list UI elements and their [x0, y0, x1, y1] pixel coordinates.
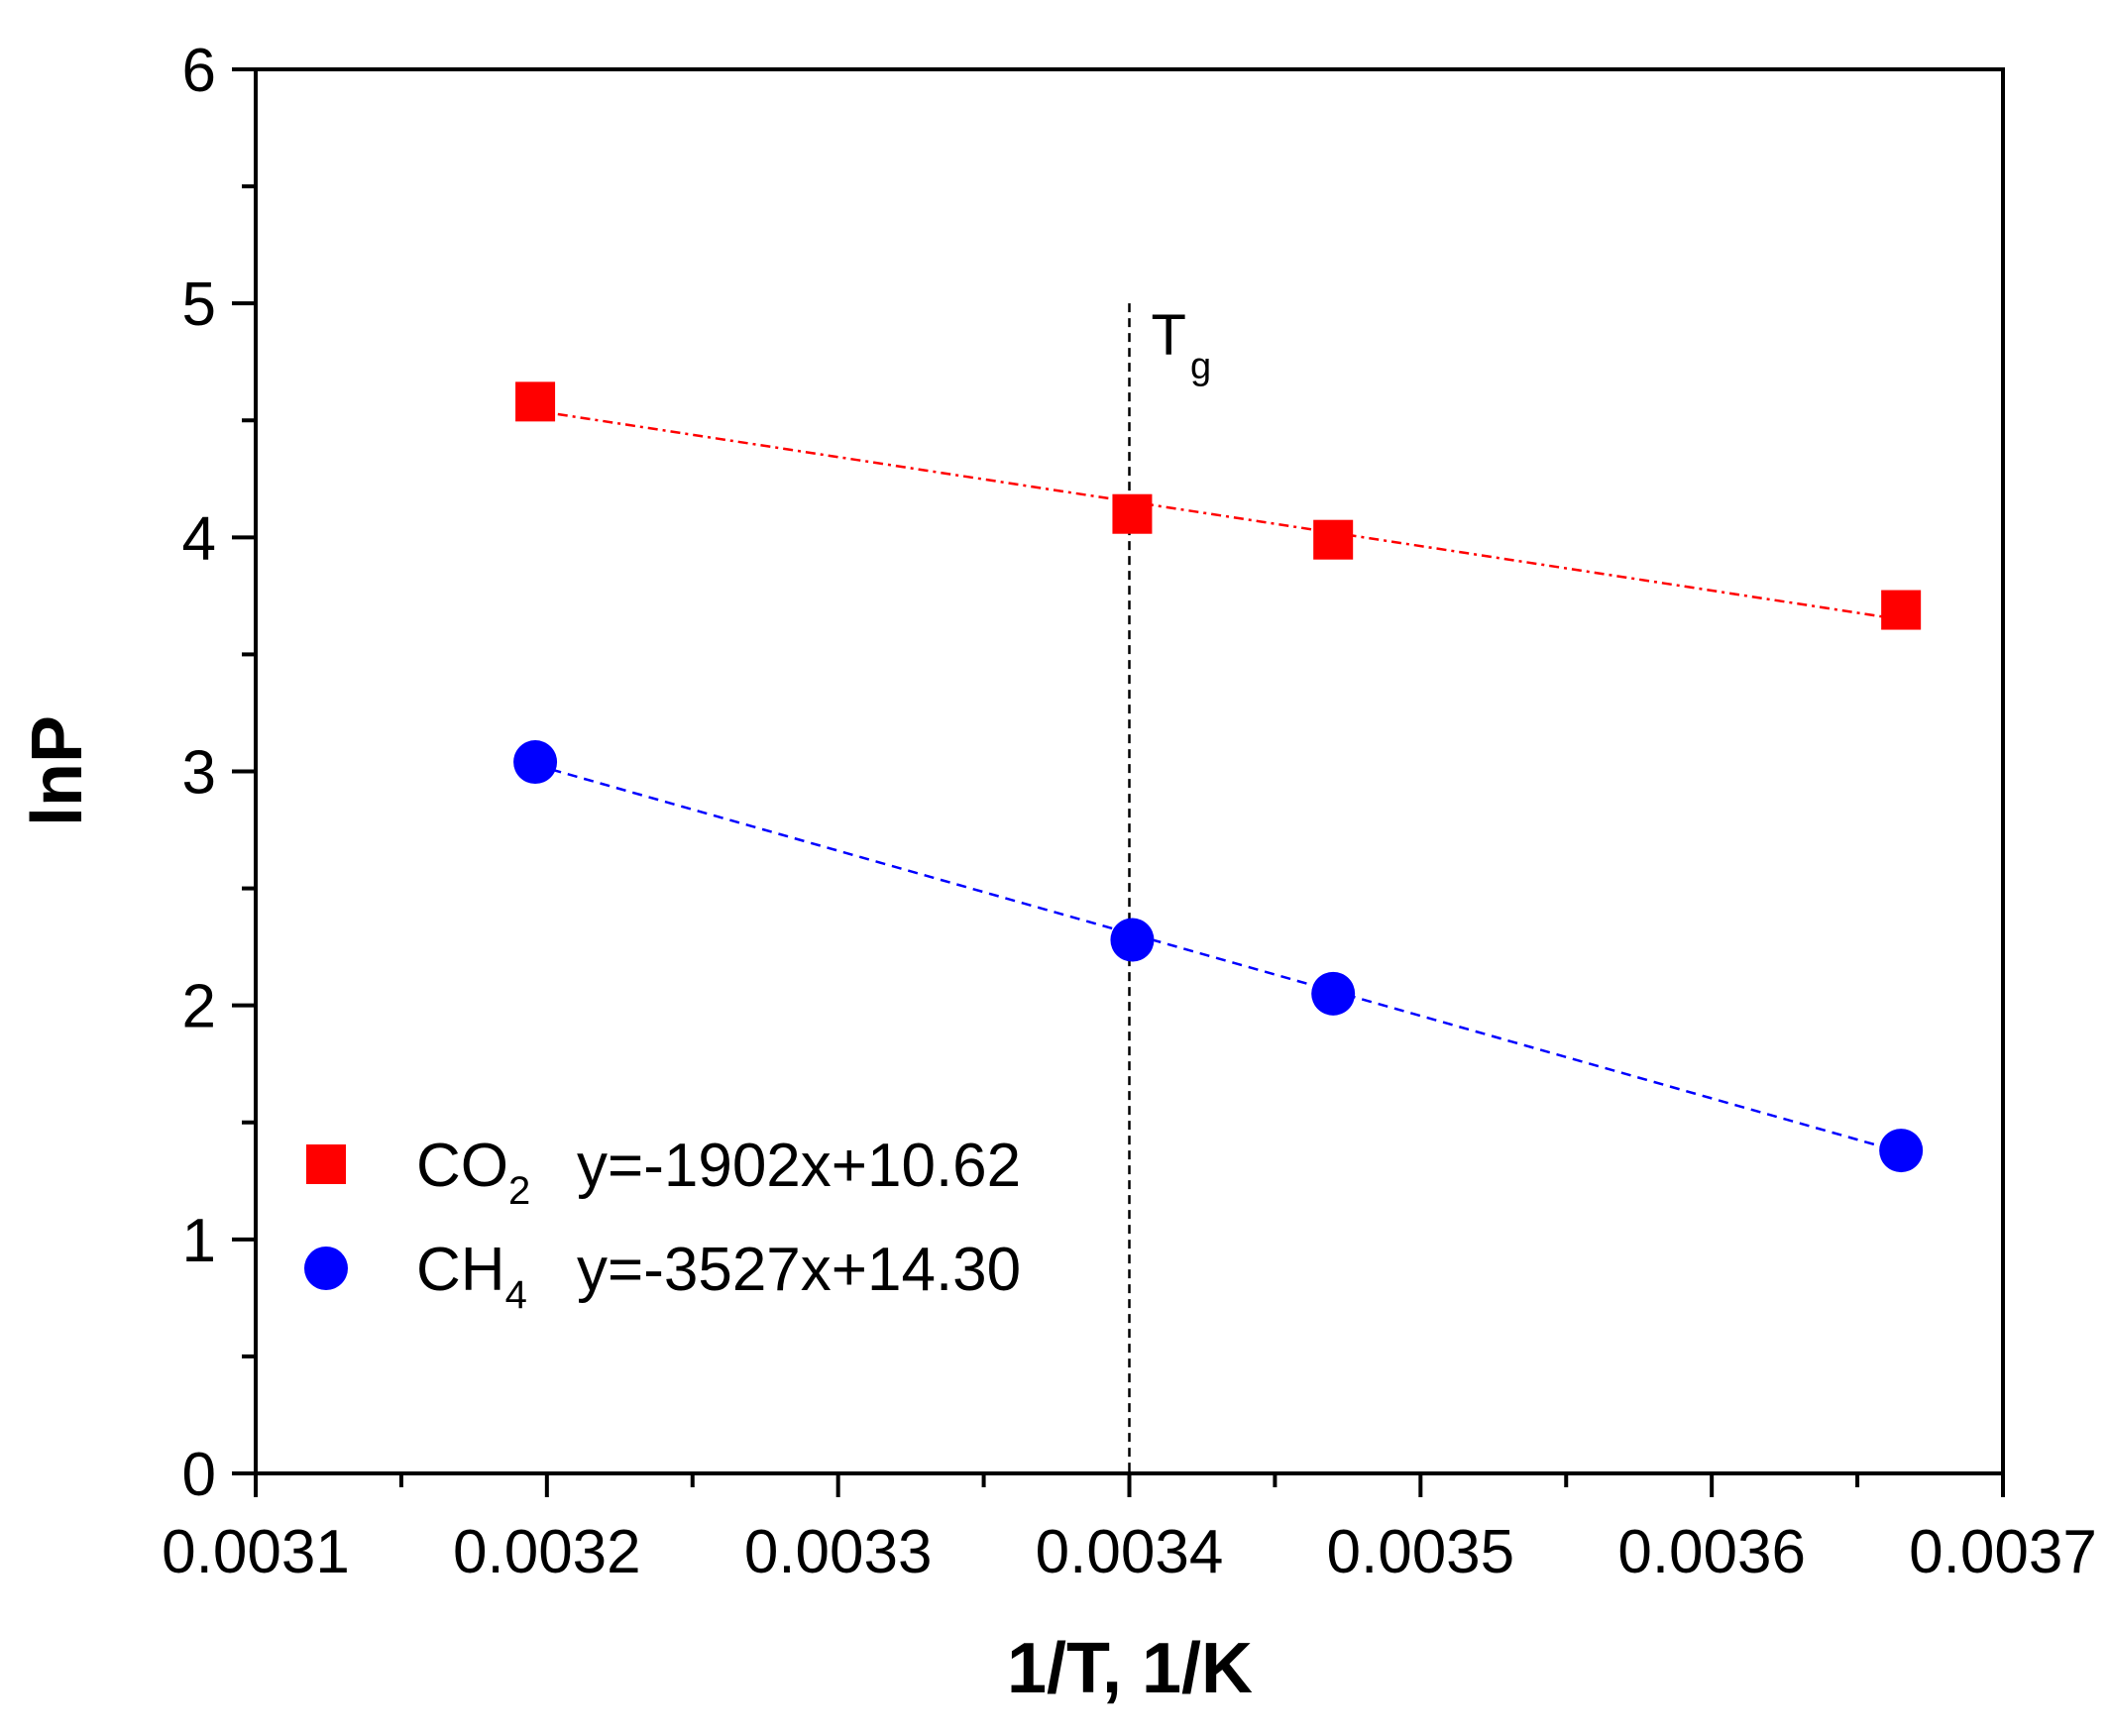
legend-marker-ch4 [304, 1247, 348, 1290]
y-tick-label: 6 [182, 37, 216, 105]
tick-labels: 0.0031 0.0032 0.0033 0.0034 0.0035 0.0036 0.00… [162, 37, 2097, 1586]
x-tick-label: 0.0033 [744, 1518, 933, 1586]
legend-subscript: 4 [505, 1273, 527, 1317]
legend-subscript: 2 [508, 1169, 530, 1213]
x-tick-label: 0.0031 [162, 1518, 350, 1586]
fit-lines [534, 409, 1902, 1153]
legend: CO2 y=-1902x+10.62 CH4 y=-3527x+14.30 [304, 1132, 1021, 1317]
ch4-point [1110, 918, 1155, 962]
x-tick-label: 0.0037 [1909, 1518, 2097, 1586]
ch4-point [513, 740, 558, 785]
y-tick-label: 3 [182, 739, 216, 808]
fit-line-ch4 [534, 763, 1902, 1153]
y-tick-label: 0 [182, 1441, 216, 1509]
co2-point [1881, 590, 1922, 630]
legend-label-co2: CO2 y=-1902x+10.62 [416, 1132, 1021, 1213]
legend-equation: y=-3527x+14.30 [577, 1236, 1021, 1304]
x-tick-label: 0.0034 [1036, 1518, 1224, 1586]
tg-subscript: g [1190, 346, 1211, 387]
legend-name: CO [416, 1132, 508, 1200]
x-tick-label: 0.0035 [1327, 1518, 1515, 1586]
co2-point [1313, 519, 1354, 560]
x-axis-title: 1/T, 1/K [1007, 1629, 1253, 1708]
ch4-point [1311, 971, 1356, 1016]
legend-name: CH [416, 1236, 505, 1304]
legend-equation: y=-1902x+10.62 [577, 1132, 1021, 1200]
y-tick-label: 4 [182, 504, 216, 573]
x-tick-label: 0.0032 [453, 1518, 641, 1586]
x-tick-label: 0.0036 [1617, 1518, 1806, 1586]
y-tick-label: 1 [182, 1207, 216, 1275]
y-tick-label: 2 [182, 973, 216, 1041]
legend-marker-co2 [306, 1144, 346, 1184]
y-axis-title: lnP [18, 715, 97, 826]
co2-point [1112, 493, 1153, 534]
y-tick-label: 5 [182, 271, 216, 339]
ch4-point [1879, 1129, 1924, 1173]
data-points [513, 381, 1924, 1173]
axis-ticks [232, 67, 2005, 1497]
legend-label-ch4: CH4 y=-3527x+14.30 [416, 1236, 1021, 1317]
fit-line-co2 [534, 409, 1902, 621]
co2-point [515, 381, 556, 422]
